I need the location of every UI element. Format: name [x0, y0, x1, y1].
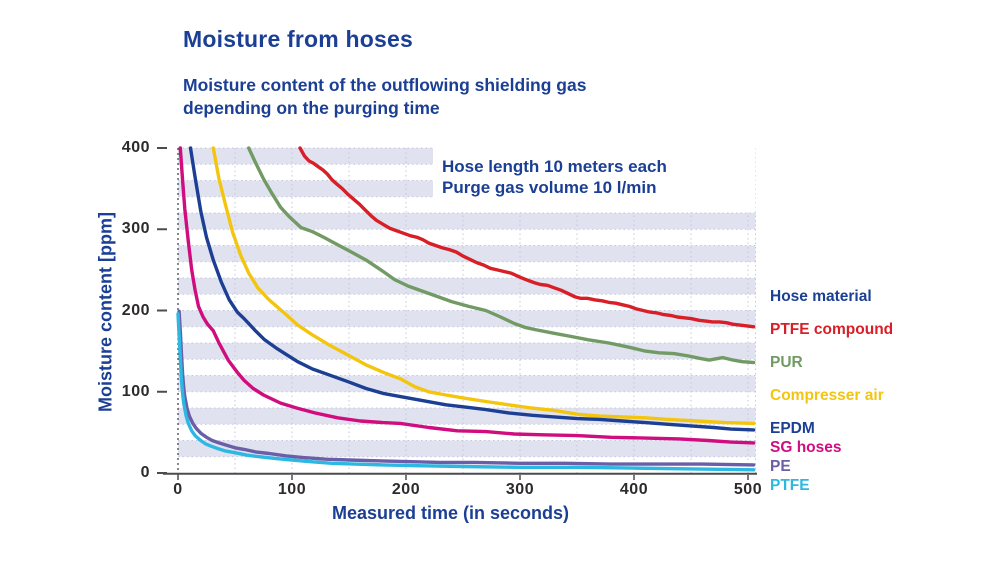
- chart-subtitle: Moisture content of the outflowing shiel…: [183, 74, 586, 120]
- series-ptfe-compound-line: [298, 146, 756, 329]
- x-axis-title: Measured time (in seconds): [331, 503, 570, 523]
- annotation-backdrop: [433, 139, 756, 212]
- annotation-line1: Hose length 10 meters each: [442, 157, 667, 176]
- chart-subtitle-line1: Moisture content of the outflowing shiel…: [183, 75, 587, 95]
- legend-title: Hose material: [770, 288, 872, 305]
- x-tick-label: 500: [733, 481, 763, 498]
- legend-item-pe: PE: [770, 458, 791, 475]
- x-tick-label: 400: [619, 481, 649, 498]
- stripe-band: [178, 245, 756, 262]
- stripe-band: [178, 440, 756, 457]
- annotation-line2: Purge gas volume 10 l/min: [442, 178, 657, 197]
- y-tick-label: 300: [121, 220, 150, 238]
- chart-subtitle-line2: depending on the purging time: [183, 98, 440, 118]
- legend: Hose material PTFE compound PUR Compresser…: [770, 287, 995, 495]
- y-tick-label: 100: [121, 382, 150, 400]
- series-pe-line: [177, 309, 756, 467]
- stripe-band: [178, 408, 756, 425]
- series-sg-hoses-line: [178, 146, 756, 445]
- legend-item-ptfe: PTFE: [770, 477, 810, 494]
- stripe-band: [178, 310, 756, 327]
- x-tick-label: 100: [277, 481, 307, 498]
- chart-annotation: Hose length 10 meters each Purge gas vol…: [442, 156, 667, 198]
- legend-item-sg-hoses: SG hoses: [770, 439, 842, 456]
- legend-item-pur: PUR: [770, 354, 803, 371]
- stripe-band: [178, 375, 756, 392]
- series-compresser-air-line: [211, 146, 756, 426]
- y-tick-label: 200: [121, 301, 150, 319]
- stripe-band: [178, 343, 756, 360]
- y-tick-label: 400: [121, 139, 150, 156]
- y-tick-label: 0: [140, 464, 150, 481]
- page-title: Moisture from hoses: [183, 26, 414, 52]
- x-tick-label: 300: [505, 481, 535, 498]
- stripe-band: [178, 278, 756, 295]
- series-epdm-line: [188, 146, 756, 432]
- legend-item-compresser-air: Compresser air: [770, 387, 884, 404]
- stripe-band: [178, 213, 756, 230]
- series-pur-line: [247, 146, 756, 365]
- legend-item-epdm: EPDM: [770, 420, 815, 437]
- legend-item-ptfe-compound: PTFE compound: [770, 321, 894, 338]
- series-ptfe-line: [176, 312, 756, 472]
- x-tick-label: 0: [173, 481, 183, 498]
- x-tick-label: 200: [391, 481, 421, 498]
